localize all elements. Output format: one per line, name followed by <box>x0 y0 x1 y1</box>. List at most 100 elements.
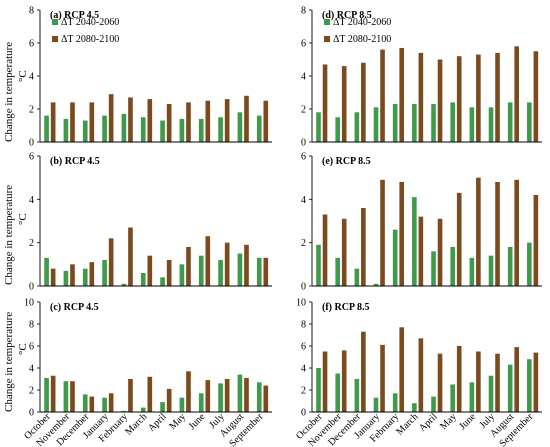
panel-label: (f) RCP 8.5 <box>322 302 370 313</box>
bar-s2-january <box>380 49 385 142</box>
bar-s1-december <box>82 120 88 142</box>
panel-b: 0 2 4 6 (b) RCP 4.5 <box>29 152 272 293</box>
bar-s2-february <box>128 97 133 142</box>
bar-s1-june <box>198 118 204 142</box>
bar-s2-march <box>147 99 153 142</box>
y-axis-title-bottom: Change in temperature <box>3 312 15 412</box>
y-tick-label: 8 <box>301 6 306 17</box>
panel-label: (a) RCP 4.5 <box>50 10 99 21</box>
y-tick-label: 8 <box>29 320 34 331</box>
y-tick-label: 0 <box>29 282 34 293</box>
y-tick-label: 0 <box>301 282 306 293</box>
bar-s2-october <box>50 268 56 286</box>
bar-s2-march <box>418 52 424 142</box>
y-axis-label-bottom: Change in temperature °C <box>3 312 29 412</box>
bar-s1-april <box>431 396 436 412</box>
bar-s1-august <box>507 247 513 286</box>
bar-s2-december <box>89 396 95 412</box>
bar-s2-may <box>456 192 462 286</box>
bar-s2-march <box>147 376 153 412</box>
bar-s1-april <box>160 402 165 412</box>
panel-label: (e) RCP 8.5 <box>322 156 371 167</box>
panel-label: (b) RCP 4.5 <box>50 156 100 167</box>
panel-a: 0 2 4 6 8 (a) RCP 4.5ΔT 2040-2060 ΔT 2080-2100 <box>29 6 272 149</box>
bar-s1-october <box>44 115 49 142</box>
bar-s2-august <box>244 377 249 412</box>
bar-s1-june <box>198 393 204 412</box>
bar-s1-august <box>237 253 243 286</box>
bar-s1-december <box>354 112 360 142</box>
bar-s1-october <box>316 368 321 412</box>
bar-s1-december <box>354 268 360 286</box>
bar-s1-july <box>488 255 494 286</box>
bar-s2-june <box>205 236 211 286</box>
bar-s1-december <box>354 379 360 412</box>
bar-s2-december <box>361 62 366 142</box>
bar-s1-october <box>316 112 321 142</box>
bar-s1-february <box>121 410 127 412</box>
bar-s1-february <box>392 104 398 142</box>
bar-s1-december <box>82 268 88 286</box>
bar-s1-april <box>431 251 436 286</box>
bar-s2-january <box>380 344 385 412</box>
bar-s2-february <box>399 327 404 412</box>
bar-s2-june <box>476 351 481 412</box>
bar-s2-february <box>399 47 404 143</box>
bar-s2-august <box>514 179 519 286</box>
bar-s1-january <box>373 107 379 142</box>
bar-s1-august <box>507 102 513 142</box>
bar-s1-may <box>179 264 185 286</box>
bar-s2-february <box>128 379 133 412</box>
bar-s1-september <box>256 382 262 412</box>
bar-s1-june <box>469 107 475 142</box>
bar-s2-january <box>380 179 385 286</box>
bar-s2-september <box>263 385 269 412</box>
bar-s1-september <box>256 257 262 286</box>
bar-s2-june <box>476 177 481 286</box>
bar-s2-april <box>437 218 443 286</box>
bar-s1-march <box>140 117 146 142</box>
bar-s1-january <box>102 260 107 286</box>
bar-s2-may <box>186 102 191 142</box>
bar-s2-october <box>322 214 328 286</box>
bar-s2-september <box>533 51 539 142</box>
bar-s2-october <box>322 351 328 412</box>
bar-s1-june <box>198 255 204 286</box>
y-tick-label: 4 <box>301 72 306 83</box>
bar-s1-march <box>140 407 146 412</box>
legend-label-1: ΔT 2040-2060 <box>333 17 391 28</box>
bar-s1-january <box>102 397 107 412</box>
y-tick-label: 6 <box>29 39 34 50</box>
bar-s2-august <box>514 347 519 412</box>
y-tick-label: 6 <box>301 39 306 50</box>
bar-s1-february <box>121 283 127 286</box>
bar-s1-february <box>392 229 398 286</box>
bar-s1-january <box>102 115 107 142</box>
bar-s2-november <box>341 66 347 142</box>
bar-s2-june <box>205 380 211 412</box>
bar-s2-september <box>263 100 269 142</box>
bar-s2-june <box>205 100 211 142</box>
legend-label-2: ΔT 2080-2100 <box>61 34 119 45</box>
x-tick-label-april: April <box>417 411 440 434</box>
bar-s2-january <box>108 94 114 142</box>
bar-s1-april <box>431 104 436 142</box>
bar-s2-july <box>224 99 230 142</box>
bar-s2-august <box>514 46 519 142</box>
bar-s1-april <box>160 277 165 286</box>
y-axis-label-top: Change in temperature °C <box>3 42 29 142</box>
bar-s1-may <box>179 118 185 142</box>
y-tick-label: 4 <box>29 72 34 83</box>
bar-s1-september <box>527 359 532 412</box>
y-axis-unit-middle: °C <box>17 213 29 225</box>
bar-s2-october <box>50 102 56 142</box>
y-tick-label: 0 <box>301 408 306 419</box>
y-tick-label: 8 <box>29 6 34 17</box>
bar-s2-september <box>533 195 539 286</box>
y-tick-label: 6 <box>301 342 306 353</box>
bar-s1-april <box>160 120 165 142</box>
y-axis-unit-top: °C <box>17 70 29 82</box>
bar-s2-july <box>224 379 230 412</box>
